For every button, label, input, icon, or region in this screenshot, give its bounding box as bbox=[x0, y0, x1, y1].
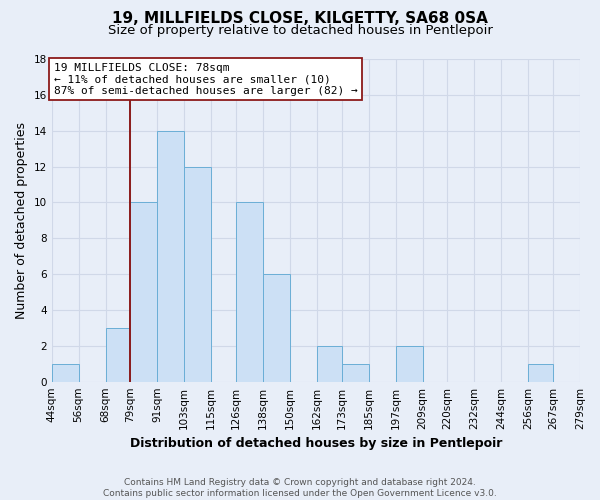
Bar bbox=[52, 364, 79, 382]
Bar bbox=[106, 328, 130, 382]
Bar bbox=[317, 346, 341, 382]
X-axis label: Distribution of detached houses by size in Pentlepoir: Distribution of detached houses by size … bbox=[130, 437, 502, 450]
Bar bbox=[341, 364, 368, 382]
Text: Size of property relative to detached houses in Pentlepoir: Size of property relative to detached ho… bbox=[107, 24, 493, 37]
Text: Contains HM Land Registry data © Crown copyright and database right 2024.
Contai: Contains HM Land Registry data © Crown c… bbox=[103, 478, 497, 498]
Bar bbox=[184, 166, 211, 382]
Bar bbox=[157, 130, 184, 382]
Bar bbox=[528, 364, 553, 382]
Bar bbox=[236, 202, 263, 382]
Text: 19 MILLFIELDS CLOSE: 78sqm
← 11% of detached houses are smaller (10)
87% of semi: 19 MILLFIELDS CLOSE: 78sqm ← 11% of deta… bbox=[54, 62, 358, 96]
Bar bbox=[395, 346, 422, 382]
Y-axis label: Number of detached properties: Number of detached properties bbox=[15, 122, 28, 319]
Bar bbox=[263, 274, 290, 382]
Bar bbox=[130, 202, 157, 382]
Text: 19, MILLFIELDS CLOSE, KILGETTY, SA68 0SA: 19, MILLFIELDS CLOSE, KILGETTY, SA68 0SA bbox=[112, 11, 488, 26]
